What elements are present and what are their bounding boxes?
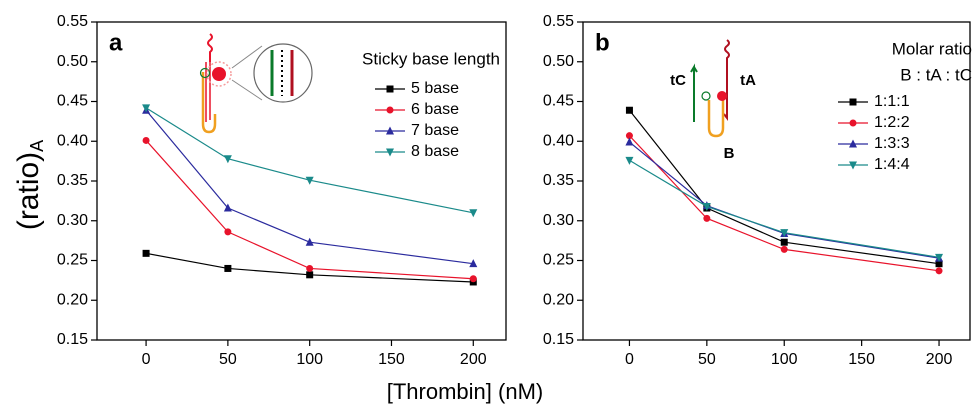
y-tick-label: 0.35 xyxy=(543,172,574,189)
series-line xyxy=(145,107,474,214)
legend-marker xyxy=(849,161,857,170)
marker xyxy=(702,202,711,211)
legend-label: 1:1:1 xyxy=(874,93,910,110)
panel-label: b xyxy=(595,29,610,56)
marker xyxy=(223,155,232,164)
legend-subtitle: B : tA : tC xyxy=(900,65,972,84)
legend-marker xyxy=(386,148,394,157)
y-tick-label: 0.45 xyxy=(543,93,574,110)
marker xyxy=(935,253,944,262)
legend-marker xyxy=(849,139,857,148)
x-tick-label: 100 xyxy=(771,351,798,368)
series-line xyxy=(629,159,940,258)
y-label-main: (ratio) xyxy=(12,152,45,230)
x-tick-label: 0 xyxy=(625,351,634,368)
legend-label: 1:4:4 xyxy=(874,156,910,173)
marker xyxy=(142,104,151,113)
legend-label: 8 base xyxy=(411,143,459,160)
marker xyxy=(469,209,478,218)
x-tick-label: 100 xyxy=(296,351,323,368)
marker xyxy=(142,249,150,257)
legend-title: Molar ratio xyxy=(892,39,972,58)
y-tick-label: 0.40 xyxy=(543,132,574,149)
annotation: B xyxy=(724,145,735,162)
legend-marker xyxy=(386,126,394,135)
marker xyxy=(142,136,150,144)
y-tick-label: 0.45 xyxy=(57,93,88,110)
legend-marker xyxy=(386,106,394,114)
legend-label: 5 base xyxy=(411,80,459,97)
marker xyxy=(305,176,314,185)
marker xyxy=(935,260,943,268)
y-label-sub: A xyxy=(27,140,47,152)
x-tick-label: 200 xyxy=(460,351,487,368)
panel-label: a xyxy=(109,29,123,56)
x-tick-label: 150 xyxy=(378,351,405,368)
y-tick-label: 0.25 xyxy=(57,252,88,269)
marker xyxy=(625,132,633,140)
schematic-a xyxy=(199,33,313,134)
legend-label: 6 base xyxy=(411,101,459,118)
marker xyxy=(625,156,634,165)
series-line xyxy=(145,140,474,280)
y-tick-label: 0.40 xyxy=(57,132,88,149)
x-tick-label: 200 xyxy=(926,351,953,368)
y-tick-label: 0.15 xyxy=(57,331,88,348)
legend-marker xyxy=(386,85,394,93)
marker xyxy=(780,229,789,238)
series-line xyxy=(628,109,940,265)
x-tick-label: 50 xyxy=(219,351,237,368)
marker xyxy=(780,245,788,253)
marker xyxy=(625,106,633,114)
y-tick-label: 0.25 xyxy=(543,252,574,269)
marker xyxy=(625,137,634,146)
y-tick-label: 0.30 xyxy=(543,212,574,229)
y-tick-label: 0.20 xyxy=(57,291,88,308)
y-tick-label: 0.50 xyxy=(57,53,88,70)
marker xyxy=(780,238,788,246)
y-tick-label: 0.35 xyxy=(57,172,88,189)
marker xyxy=(224,264,232,272)
legend-marker xyxy=(849,119,857,127)
series-line xyxy=(145,109,474,265)
marker xyxy=(305,237,314,246)
x-tick-label: 50 xyxy=(698,351,716,368)
x-axis-label: [Thrombin] (nM) xyxy=(387,379,543,404)
marker xyxy=(469,275,477,283)
marker xyxy=(224,228,232,236)
marker xyxy=(469,259,478,268)
marker xyxy=(306,264,314,272)
marker xyxy=(935,267,943,275)
annotation: tA xyxy=(740,72,756,89)
legend-title: Sticky base length xyxy=(362,49,500,68)
y-tick-label: 0.55 xyxy=(543,13,574,30)
y-tick-label: 0.15 xyxy=(543,331,574,348)
x-tick-label: 150 xyxy=(848,351,875,368)
x-tick-label: 0 xyxy=(142,351,151,368)
legend-label: 7 base xyxy=(411,122,459,139)
series-line xyxy=(629,135,940,272)
y-tick-label: 0.55 xyxy=(57,13,88,30)
legend-marker xyxy=(849,98,857,106)
y-axis-label: (ratio)A xyxy=(12,140,47,230)
y-tick-label: 0.20 xyxy=(543,291,574,308)
y-tick-label: 0.50 xyxy=(543,53,574,70)
series-line xyxy=(145,252,474,283)
marker xyxy=(306,271,314,279)
y-tick-label: 0.30 xyxy=(57,212,88,229)
legend-label: 1:3:3 xyxy=(874,135,910,152)
marker xyxy=(703,214,711,222)
schematic-b xyxy=(690,39,730,138)
legend-label: 1:2:2 xyxy=(874,114,910,131)
annotation: tC xyxy=(670,72,686,89)
marker xyxy=(223,203,232,212)
